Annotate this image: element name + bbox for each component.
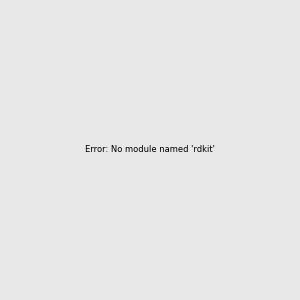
- Text: Error: No module named 'rdkit': Error: No module named 'rdkit': [85, 146, 215, 154]
